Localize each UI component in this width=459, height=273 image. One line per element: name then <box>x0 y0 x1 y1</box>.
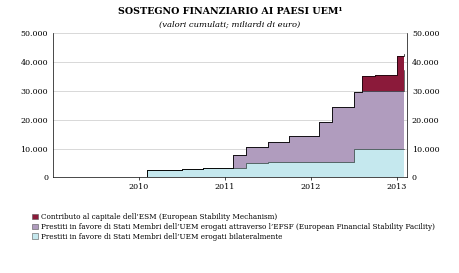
Text: (valori cumulati; miliardi di euro): (valori cumulati; miliardi di euro) <box>159 20 300 28</box>
Legend: Contributo al capitale dell’ESM (European Stability Mechanism), Prestiti in favo: Contributo al capitale dell’ESM (Europea… <box>32 213 434 241</box>
Text: SOSTEGNO FINANZIARIO AI PAESI UEM¹: SOSTEGNO FINANZIARIO AI PAESI UEM¹ <box>118 7 341 16</box>
